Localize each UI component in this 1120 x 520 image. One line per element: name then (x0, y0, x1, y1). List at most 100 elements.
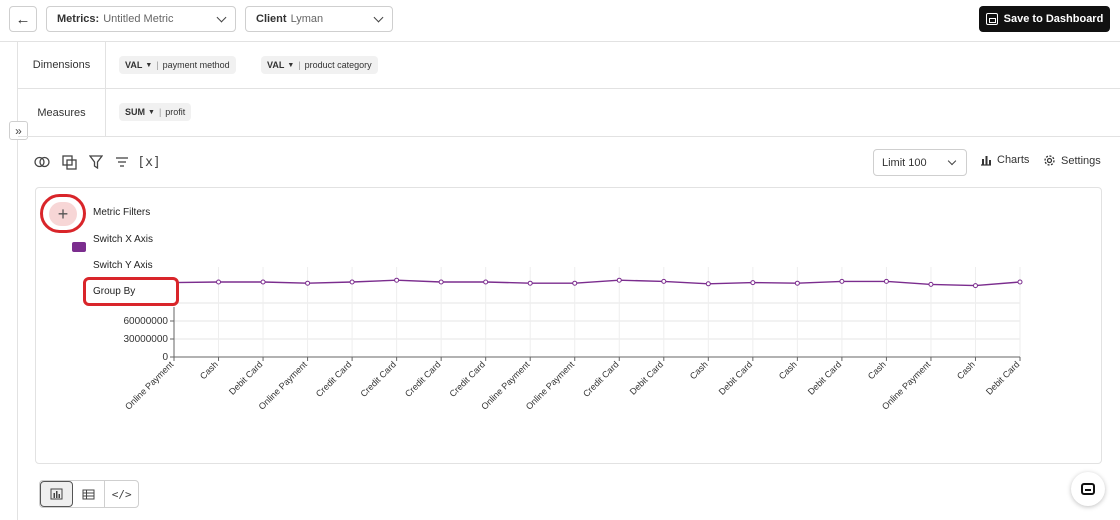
x-tick-label: Credit Card (581, 359, 621, 399)
caret-down-icon[interactable]: ▼ (287, 61, 295, 69)
add-button[interactable]: + (49, 202, 77, 226)
measures-row: Measures SUM ▼ | profit (18, 89, 1120, 137)
x-tick-label: Online Payment (880, 359, 933, 412)
settings-label: Settings (1061, 154, 1101, 167)
data-point (972, 283, 978, 289)
x-tick-label: Credit Card (447, 359, 487, 399)
chat-support-button[interactable] (1071, 472, 1105, 506)
data-point (1017, 279, 1023, 285)
data-point (839, 278, 845, 284)
chart-panel (35, 187, 1102, 464)
save-button-label: Save to Dashboard (1003, 13, 1104, 25)
x-tick-label: Credit Card (358, 359, 398, 399)
sort-icon[interactable] (114, 155, 130, 169)
x-tick-label: Online Payment (524, 359, 577, 412)
x-tick-label: Online Payment (123, 359, 176, 412)
top-bar: ← Metrics: Untitled Metric Client Lyman … (0, 0, 1120, 42)
bar-chart-icon (981, 156, 991, 166)
measures-label: Measures (18, 89, 106, 136)
menu-item-metric-filters[interactable]: Metric Filters (93, 207, 151, 218)
client-select[interactable]: Client Lyman (245, 6, 393, 32)
data-point (616, 277, 622, 283)
y-tick-label: 30000000 (124, 334, 169, 345)
filter-icon[interactable] (88, 155, 104, 169)
double-chevron-right-icon: » (15, 123, 22, 138)
chat-icon (1081, 483, 1095, 495)
charts-button[interactable]: Charts (980, 154, 1029, 166)
menu-item-switch-y-axis[interactable]: Switch Y Axis (93, 260, 153, 271)
limit-label: Limit (882, 156, 906, 169)
join-icon[interactable] (34, 155, 50, 169)
dimension-chip[interactable]: VAL ▼ | payment method (119, 56, 236, 74)
data-point (883, 278, 889, 284)
data-point (483, 279, 489, 285)
x-tick-label: Cash (688, 359, 710, 381)
data-point (349, 279, 355, 285)
tab-code-view[interactable]: </> (105, 481, 138, 507)
x-tick-label: Debit Card (806, 359, 843, 396)
chip-separator: | (298, 60, 301, 70)
chip-separator: | (158, 107, 162, 117)
x-tick-label: Debit Card (227, 359, 264, 396)
bar-chart-icon (50, 488, 63, 500)
menu-item-group-by[interactable]: Group By (93, 286, 136, 297)
measure-chip[interactable]: SUM ▼ | profit (119, 103, 192, 121)
limit-value: 100 (908, 156, 927, 169)
dimensions-label: Dimensions (18, 42, 106, 88)
settings-button[interactable]: Settings (1043, 154, 1101, 167)
caret-down-icon[interactable]: ▼ (148, 108, 155, 116)
x-tick-label: Debit Card (984, 359, 1021, 396)
y-tick-label: 60000000 (124, 316, 169, 327)
save-icon (985, 13, 998, 25)
metric-select-value: Untitled Metric (103, 13, 174, 25)
x-tick-label: Debit Card (628, 359, 665, 396)
layers-icon[interactable] (61, 154, 77, 170)
data-point (394, 277, 400, 283)
tab-chart-view[interactable] (40, 481, 73, 507)
chip-field: payment method (162, 60, 230, 70)
metric-select-label: Metrics: (57, 13, 100, 25)
y-tick-label: 0 (162, 352, 168, 363)
chip-field: product category (304, 60, 372, 70)
gear-icon (1044, 155, 1055, 166)
data-point (527, 280, 533, 286)
chip-field: profit (165, 107, 186, 117)
charts-label: Charts (997, 154, 1030, 166)
x-tick-label: Credit Card (403, 359, 443, 399)
highlight-ring (40, 194, 86, 233)
menu-item-switch-x-axis[interactable]: Switch X Axis (93, 234, 154, 245)
view-tabs: </> (39, 480, 139, 508)
x-tick-label: Debit Card (717, 359, 754, 396)
chip-separator: | (156, 60, 159, 70)
data-point (438, 279, 444, 285)
x-tick-label: Cash (198, 359, 220, 381)
table-icon (82, 489, 95, 499)
plus-icon: + (57, 203, 69, 224)
limit-select[interactable]: Limit 100 (873, 149, 967, 176)
metric-select[interactable]: Metrics: Untitled Metric (46, 6, 236, 32)
tab-table-view[interactable] (73, 481, 106, 507)
dimensions-row: Dimensions VAL ▼ | payment method VAL ▼ … (18, 42, 1120, 89)
save-to-dashboard-button[interactable]: Save to Dashboard (979, 6, 1110, 32)
legend-swatch[interactable] (72, 242, 86, 252)
data-point (750, 280, 756, 286)
chip-agg: VAL (125, 60, 143, 70)
data-point (572, 280, 578, 286)
data-point (661, 278, 667, 284)
x-tick-label: Credit Card (314, 359, 354, 399)
data-point (260, 279, 266, 285)
left-rail (17, 42, 18, 520)
client-select-value: Lyman (290, 13, 324, 25)
expand-sidebar-button[interactable]: » (9, 121, 28, 140)
menu-item-group-by-highlight[interactable]: Group By (83, 277, 179, 306)
x-tick-label: Cash (866, 359, 888, 381)
variable-icon[interactable]: [x] (137, 154, 161, 170)
back-button[interactable]: ← (9, 6, 37, 32)
dimension-chip[interactable]: VAL ▼ | product category (261, 56, 378, 74)
data-point (705, 281, 711, 287)
caret-down-icon[interactable]: ▼ (145, 61, 153, 69)
x-tick-label: Cash (777, 359, 799, 381)
client-select-label: Client (256, 13, 287, 25)
series-line (173, 279, 1021, 287)
